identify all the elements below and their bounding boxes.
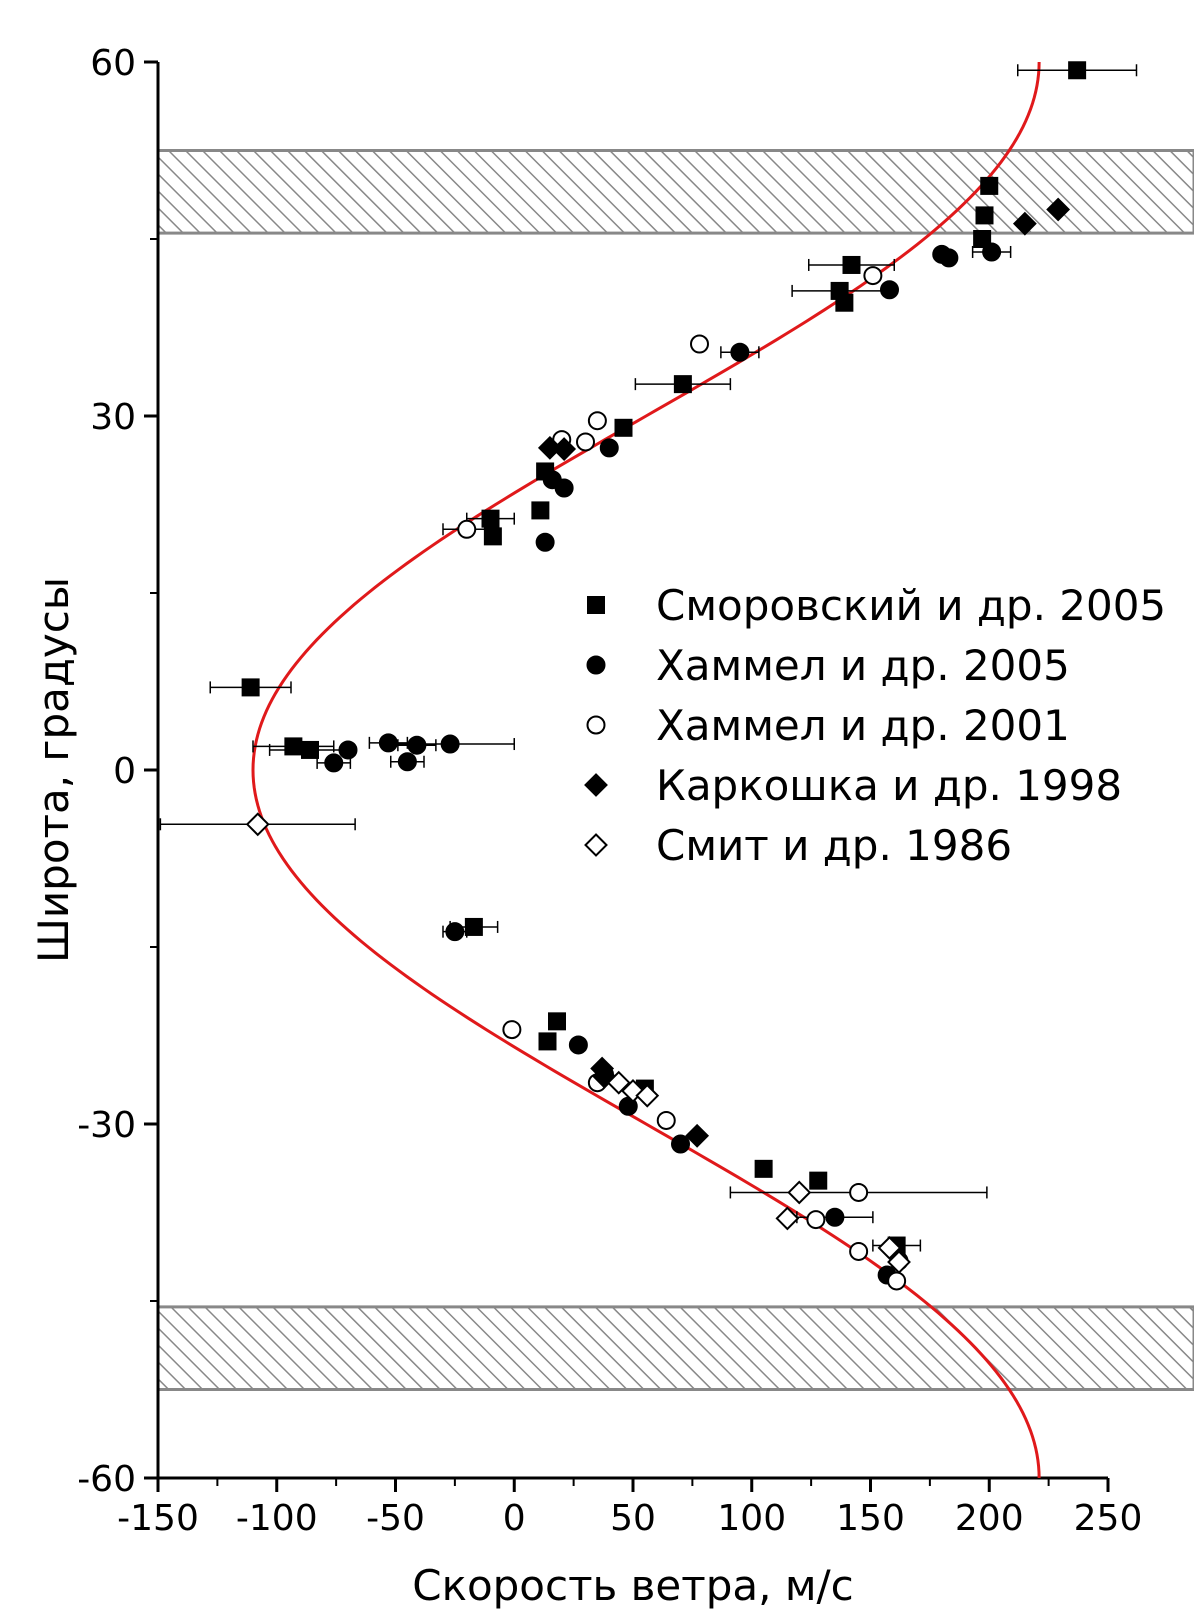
data-point xyxy=(975,206,994,225)
x-tick-label: 200 xyxy=(955,1498,1024,1539)
data-point xyxy=(849,1241,869,1261)
data-point xyxy=(537,435,562,460)
data-point xyxy=(673,375,692,394)
x-tick-label: -50 xyxy=(366,1498,425,1539)
series-4 xyxy=(537,197,1071,1148)
data-point xyxy=(464,917,483,936)
data-point xyxy=(445,922,465,942)
data-point xyxy=(849,1182,869,1202)
x-tick-label: -150 xyxy=(117,1498,199,1539)
data-point xyxy=(378,733,398,753)
legend-label: Хаммел и др. 2001 xyxy=(656,701,1070,750)
data-point xyxy=(397,752,417,772)
data-point xyxy=(842,255,861,274)
y-tick-label: -60 xyxy=(77,1459,136,1500)
data-point xyxy=(531,501,550,520)
data-point xyxy=(502,1020,522,1040)
data-point xyxy=(809,1171,828,1190)
x-tick-label: 100 xyxy=(717,1498,786,1539)
x-tick-label: -100 xyxy=(236,1498,318,1539)
data-point xyxy=(245,812,270,837)
x-tick-label: 250 xyxy=(1074,1498,1143,1539)
data-point xyxy=(932,244,952,264)
series-5 xyxy=(159,812,911,1274)
data-point xyxy=(635,1083,660,1108)
data-point xyxy=(284,737,303,756)
data-point xyxy=(457,519,477,539)
data-point xyxy=(599,438,619,458)
data-point xyxy=(535,532,555,552)
data-point xyxy=(587,411,607,431)
legend-marker xyxy=(586,715,606,735)
data-point xyxy=(1068,61,1087,80)
data-point xyxy=(1046,197,1071,222)
data-point xyxy=(887,1271,907,1291)
data-point xyxy=(568,1035,588,1055)
data-point xyxy=(982,242,1002,262)
data-point xyxy=(614,418,633,437)
data-point xyxy=(825,1207,845,1227)
data-point xyxy=(483,527,502,546)
data-point xyxy=(806,1210,826,1230)
plot-axes: -150 -100 -50 0 50 100 150 200 250 -60 -30 0 30 60 xyxy=(77,43,1142,1539)
data-point xyxy=(980,176,999,195)
legend-marker xyxy=(586,655,606,675)
data-point xyxy=(787,1180,812,1205)
data-point xyxy=(671,1134,690,1154)
legend-marker xyxy=(587,596,605,614)
data-point xyxy=(324,753,344,773)
data-point xyxy=(552,437,577,461)
legend-marker xyxy=(584,773,608,797)
legend-label: Сморовский и др. 2005 xyxy=(656,581,1166,630)
legend-marker xyxy=(584,833,608,857)
data-point xyxy=(877,1235,902,1260)
data-point xyxy=(554,478,574,498)
data-point xyxy=(973,230,992,248)
y-tick-label: 0 xyxy=(113,751,136,792)
legend-label: Каркошка и др. 1998 xyxy=(656,761,1122,810)
x-tick-label: 50 xyxy=(610,1498,656,1539)
data-point xyxy=(338,740,358,760)
data-point xyxy=(690,334,709,354)
series-3 xyxy=(442,266,988,1291)
y-tick-label: 60 xyxy=(90,43,136,84)
data-point xyxy=(606,1070,631,1095)
data-point xyxy=(863,266,883,286)
data-point xyxy=(241,678,260,697)
data-point xyxy=(440,734,460,754)
x-tick-label: 150 xyxy=(836,1498,905,1539)
y-tick-label: 30 xyxy=(90,397,136,438)
data-point xyxy=(656,1110,676,1130)
data-point xyxy=(538,1032,557,1051)
shaded-band-0 xyxy=(156,149,1194,235)
data-point xyxy=(835,293,854,312)
data-point xyxy=(880,280,899,300)
data-point xyxy=(548,1012,566,1031)
y-tick-label: -30 xyxy=(77,1105,136,1146)
shaded-bands xyxy=(156,149,1194,1392)
data-point xyxy=(1012,211,1037,236)
x-tick-label: 0 xyxy=(503,1498,526,1539)
x-axis-title: Скорость ветра, м/с xyxy=(412,1561,854,1610)
legend: Сморовский и др. 2005 Хаммел и др. 2005 Ха… xyxy=(584,581,1166,870)
data-point xyxy=(576,432,595,452)
legend-label: Хаммел и др. 2005 xyxy=(656,641,1070,690)
data-point xyxy=(887,1250,911,1274)
data-point xyxy=(775,1206,800,1231)
legend-label: Смит и др. 1986 xyxy=(656,821,1012,870)
data-point xyxy=(685,1123,710,1148)
y-axis-title: Широта, градусы xyxy=(29,577,78,963)
shaded-band-1 xyxy=(156,1305,1194,1392)
data-point xyxy=(301,740,319,759)
data-point xyxy=(754,1159,773,1178)
data-point xyxy=(730,342,750,362)
data-point xyxy=(407,735,427,755)
